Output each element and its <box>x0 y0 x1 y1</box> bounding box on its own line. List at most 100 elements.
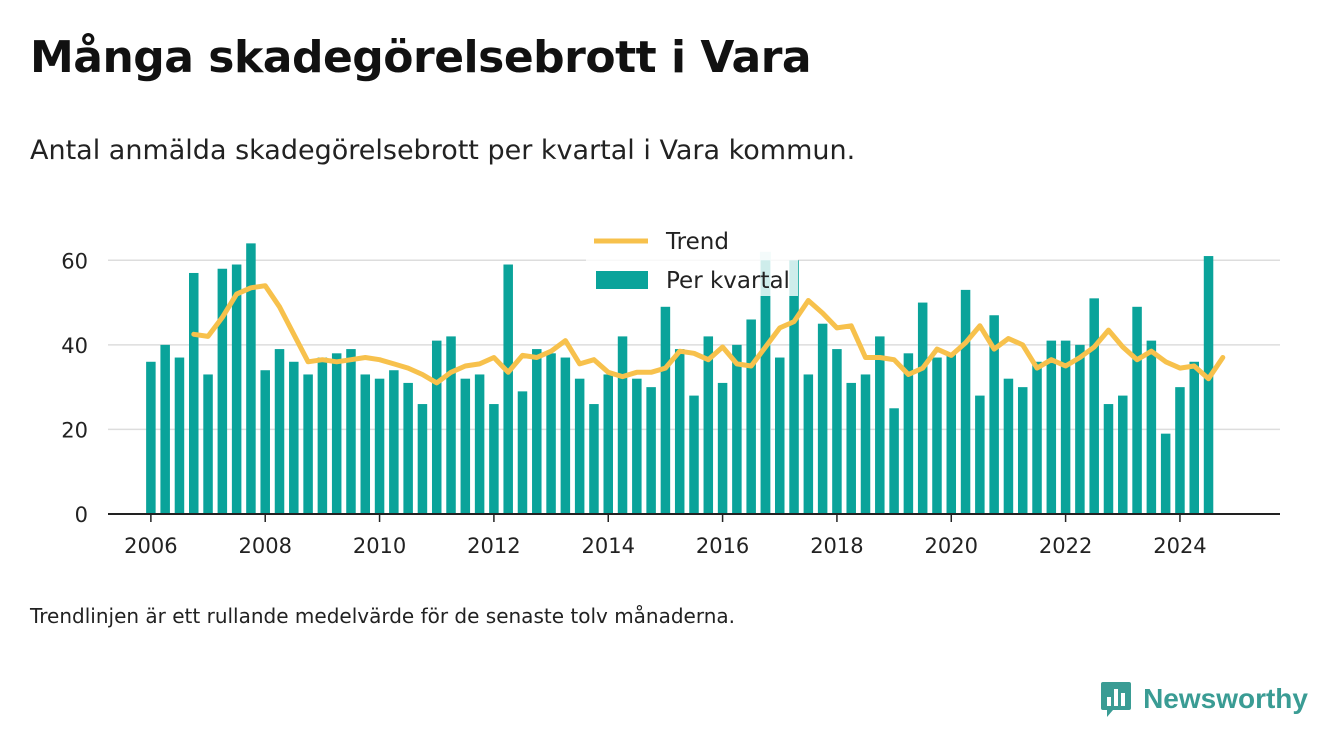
bar <box>917 302 928 514</box>
brand-logo: Newsworthy <box>1099 680 1308 718</box>
bar <box>474 374 485 514</box>
y-tick-label: 0 <box>75 503 88 527</box>
bar <box>331 353 342 514</box>
bar <box>775 357 785 514</box>
bar <box>460 378 471 514</box>
bar <box>217 268 228 514</box>
x-tick-label: 2024 <box>1153 534 1206 558</box>
bar <box>989 315 999 514</box>
bar <box>1003 378 1014 514</box>
bar <box>846 382 856 514</box>
bar <box>431 340 442 514</box>
x-tick-label: 2006 <box>124 534 177 558</box>
bar <box>946 353 957 514</box>
bar <box>289 361 299 514</box>
bar <box>932 357 942 514</box>
x-tick-label: 2016 <box>696 534 749 558</box>
bar <box>403 382 413 514</box>
bar <box>674 349 685 514</box>
bar <box>489 404 499 514</box>
x-tick-label: 2008 <box>238 534 291 558</box>
bar <box>1189 361 1199 514</box>
bar <box>303 374 313 514</box>
bar <box>646 387 656 514</box>
bar <box>560 357 571 514</box>
bar <box>1132 306 1142 514</box>
bar <box>1032 361 1042 514</box>
legend-swatch-bars <box>596 271 648 289</box>
bar-line-chart: 0 20 40 60 2006 2008 2010 2012 2014 2016 2018 2020 2… <box>61 224 1280 558</box>
bar <box>246 243 256 514</box>
bar <box>703 336 714 514</box>
bar <box>717 382 728 514</box>
bar <box>746 319 756 514</box>
bar <box>1075 344 1085 514</box>
bar <box>1017 387 1028 514</box>
bar <box>789 260 799 514</box>
bar <box>803 374 814 514</box>
bar-series <box>146 243 1214 515</box>
bar <box>389 370 399 514</box>
bar <box>532 349 542 514</box>
trend-series <box>191 283 1226 386</box>
bar <box>260 370 270 514</box>
bar <box>1175 387 1185 514</box>
y-tick-label: 40 <box>61 334 88 358</box>
bar <box>1160 433 1171 514</box>
bar <box>689 395 699 514</box>
bar <box>1089 298 1099 514</box>
bar <box>446 336 456 514</box>
bar <box>317 357 328 514</box>
bar <box>1060 340 1071 514</box>
bar <box>574 378 585 514</box>
newsworthy-logo-icon <box>1101 682 1132 717</box>
bar <box>732 344 742 514</box>
bar <box>1118 395 1128 514</box>
chart-title: Många skadegörelsebrott i Vara <box>30 32 812 83</box>
legend-label-bars: Per kvartal <box>666 268 790 294</box>
bar <box>903 353 914 514</box>
y-tick-label: 20 <box>61 418 88 442</box>
trend-line <box>191 283 1226 386</box>
bar <box>860 374 871 514</box>
x-tick-label: 2014 <box>582 534 635 558</box>
bar <box>617 336 628 514</box>
bar <box>960 289 971 514</box>
bar <box>146 361 156 514</box>
bar <box>875 336 885 514</box>
bar <box>160 344 170 514</box>
bar <box>274 349 285 514</box>
bar <box>589 404 599 514</box>
x-tick-label: 2020 <box>925 534 978 558</box>
bar <box>1103 404 1114 514</box>
bar <box>189 272 199 514</box>
bar <box>231 264 242 514</box>
axes: 0 20 40 60 2006 2008 2010 2012 2014 2016 2018 2020 2… <box>61 249 1280 558</box>
bar <box>1046 340 1057 514</box>
bar <box>632 378 642 514</box>
brand-name: Newsworthy <box>1143 683 1308 714</box>
bar <box>817 323 828 514</box>
footnote: Trendlinjen är ett rullande medelvärde f… <box>30 604 736 628</box>
bar <box>832 349 842 514</box>
x-tick-label: 2022 <box>1039 534 1092 558</box>
legend-label-trend: Trend <box>665 229 729 255</box>
legend: Trend Per kvartal <box>586 224 798 296</box>
bar <box>1146 340 1157 514</box>
bar <box>975 395 985 514</box>
bar <box>174 357 185 514</box>
bar <box>889 408 899 514</box>
bar <box>360 374 371 514</box>
bar <box>760 260 771 514</box>
x-tick-label: 2012 <box>467 534 520 558</box>
x-tick-label: 2010 <box>353 534 406 558</box>
bar <box>660 306 671 514</box>
bar <box>374 378 385 514</box>
y-tick-label: 60 <box>61 249 88 273</box>
bar <box>346 349 356 514</box>
chart-subtitle: Antal anmälda skadegörelsebrott per kvar… <box>30 135 856 166</box>
bar <box>546 353 556 514</box>
x-tick-label: 2018 <box>810 534 863 558</box>
bar <box>417 404 428 514</box>
bar <box>603 374 613 514</box>
